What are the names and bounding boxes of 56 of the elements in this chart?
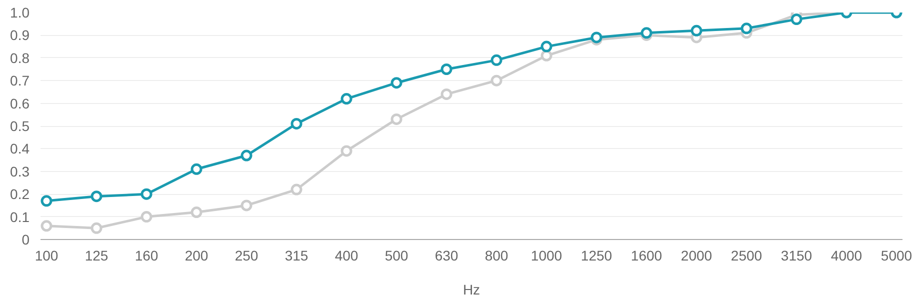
- point: [140, 211, 152, 223]
- point: [790, 14, 802, 26]
- point: [390, 113, 402, 125]
- x-tick-label: 1600: [630, 248, 662, 264]
- x-tick-label: 160: [134, 248, 158, 264]
- point: [740, 22, 752, 34]
- y-tick-label: 0.4: [10, 140, 30, 157]
- y-tick-label: 0.3: [10, 163, 30, 180]
- x-tick-label: 5000: [880, 248, 912, 264]
- point: [540, 40, 552, 52]
- point: [190, 163, 202, 175]
- x-tick-label: 800: [484, 248, 508, 264]
- x-axis-title: Hz: [462, 282, 480, 298]
- y-tick-label: 0.2: [10, 186, 30, 202]
- x-tick-label: 3150: [780, 248, 812, 264]
- point: [140, 188, 152, 200]
- y-tick-label: 0.6: [10, 95, 30, 112]
- point: [590, 32, 602, 44]
- x-tick-label: 315: [284, 248, 308, 264]
- y-tick-label: 0.5: [10, 118, 30, 134]
- x-tick-label: 1250: [580, 248, 612, 264]
- point: [540, 50, 552, 62]
- point: [490, 54, 502, 66]
- point: [40, 195, 52, 207]
- point: [440, 64, 452, 75]
- y-tick-label: 1.0: [10, 4, 30, 20]
- y-tick-label: 0.1: [10, 208, 30, 225]
- point: [290, 184, 302, 196]
- point: [240, 150, 252, 162]
- point: [90, 222, 102, 234]
- y-tick-label: 0.7: [10, 72, 30, 89]
- point: [90, 190, 102, 202]
- x-tick-label: 100: [34, 248, 58, 264]
- point: [340, 93, 352, 104]
- point: [390, 77, 402, 89]
- point: [440, 88, 452, 100]
- x-tick-label: 630: [434, 248, 458, 264]
- point: [490, 74, 502, 86]
- x-tick-label: 2500: [730, 248, 762, 264]
- x-tick-label: 250: [234, 248, 258, 264]
- x-tick-label: 400: [334, 248, 358, 264]
- y-tick-label: 0.8: [10, 50, 30, 66]
- y-tick-label: 0: [22, 232, 30, 248]
- point: [290, 118, 302, 130]
- x-tick-label: 1000: [530, 248, 562, 264]
- x-tick-label: 4000: [830, 248, 862, 264]
- y-tick-label: 0.9: [10, 27, 30, 44]
- point: [40, 220, 52, 232]
- point: [240, 200, 252, 212]
- point: [190, 206, 202, 218]
- x-tick-label: 500: [384, 248, 408, 264]
- x-tick-label: 125: [84, 248, 108, 264]
- point: [690, 24, 702, 36]
- x-tick-label: 200: [184, 248, 208, 264]
- point: [340, 145, 352, 157]
- x-tick-label: 2000: [680, 248, 712, 264]
